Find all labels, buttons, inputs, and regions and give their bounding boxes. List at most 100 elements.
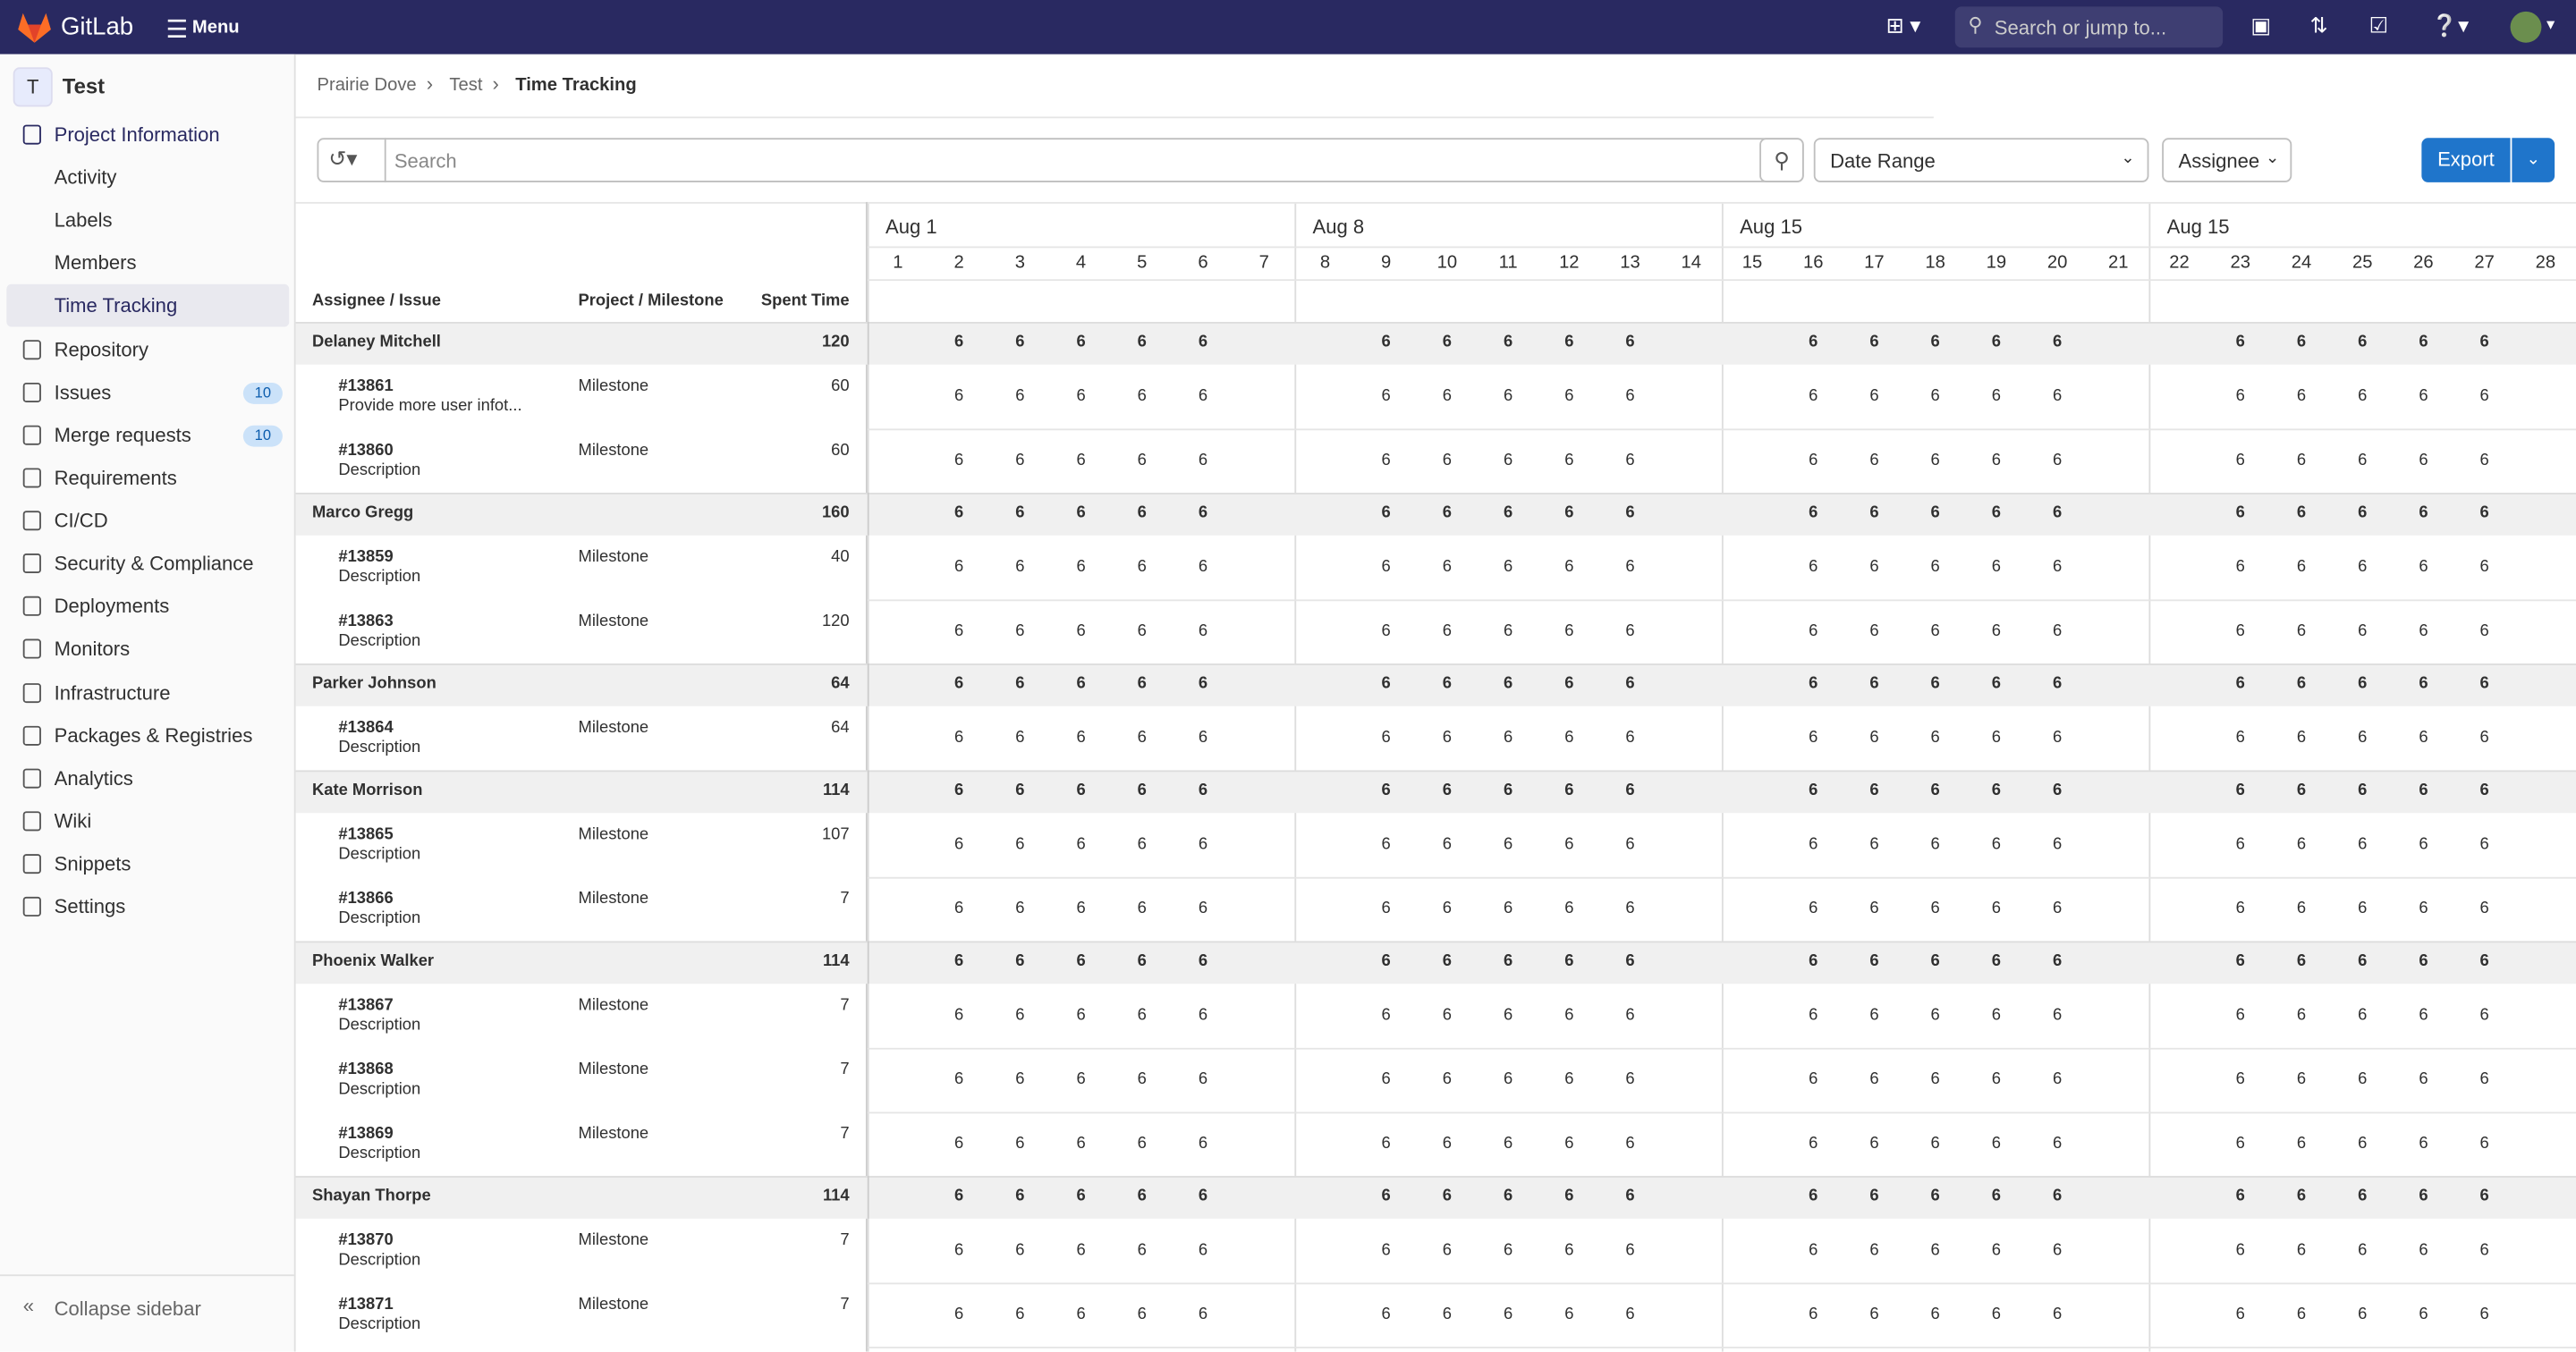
day-value: 6 [1442,1069,1452,1088]
day-row-border [867,279,2576,282]
day-value: 6 [2235,557,2245,576]
export-caret[interactable]: ⌄ [2512,138,2555,182]
day-value: 6 [1503,557,1513,576]
search-box[interactable]: ⚲ Search or jump to... [1954,6,2224,48]
day-value: 6 [2419,557,2428,576]
history-icon[interactable]: ↺▾ [328,146,358,172]
day-value: 6 [1869,1134,1879,1153]
issue-id[interactable]: #13865 [338,825,394,845]
day-value: 6 [1198,1134,1208,1153]
nav-item[interactable]: CI/CD [54,509,108,533]
breadcrumb-item[interactable]: Test [449,75,483,96]
day-value: 6 [1076,621,1086,640]
issue-id[interactable]: #13859 [338,548,394,567]
day-value: 6 [1076,333,1086,352]
project-name[interactable]: Test [62,73,106,99]
nav-item[interactable]: Infrastructure [54,681,171,705]
issue-title: Description [338,632,421,651]
day-value: 6 [1930,621,1940,640]
issues-icon[interactable]: ▣ [2250,13,2271,38]
assignee-dropdown[interactable]: Assignee ⌄ [2162,138,2292,182]
nav-item[interactable]: Analytics [54,766,133,790]
issue-id[interactable]: #13863 [338,613,394,631]
issue-id[interactable]: #13868 [338,1060,394,1079]
day-value: 6 [1137,782,1147,800]
collapse-icon[interactable]: « [22,1294,34,1318]
day-value: 6 [1015,451,1025,469]
nav-item[interactable]: Merge requests [54,423,191,447]
day-value: 6 [2235,782,2245,800]
nav-subitem[interactable]: Time Tracking [54,293,178,317]
issue-id[interactable]: #13861 [338,377,394,396]
menu-button[interactable]: Menu [191,18,240,38]
search-button[interactable]: ⚲ [1759,138,1804,182]
day-value: 6 [2052,451,2063,469]
search-field[interactable] [317,138,1804,182]
day-value: 6 [2419,1305,2428,1323]
avatar[interactable] [2510,11,2542,43]
nav-subitem[interactable]: Activity [54,165,117,190]
day-value: 6 [2479,952,2489,971]
mr-icon[interactable]: ⇅ [2309,13,2328,38]
nav-item[interactable]: Monitors [54,637,131,661]
day-value: 6 [1381,728,1391,747]
day-label: 15 [1741,252,1763,273]
nav-item[interactable]: Security & Compliance [54,552,254,575]
day-value: 6 [1381,834,1391,854]
nav-subitem[interactable]: Members [54,251,137,275]
day-value: 6 [1381,782,1391,800]
day-value: 6 [1198,674,1208,694]
collapse-sidebar[interactable]: Collapse sidebar [54,1297,201,1321]
nav-subitem[interactable]: Labels [54,208,113,232]
menu-icon[interactable]: ☰ [165,16,189,45]
issue-id[interactable]: #13866 [338,890,394,908]
date-range-dropdown[interactable]: Date Range ⌄ [1813,138,2149,182]
issue-title: Description [338,909,421,928]
breadcrumb-divider [295,116,1934,119]
day-value: 6 [1930,557,1940,576]
day-value: 6 [1198,1006,1208,1025]
issue-id[interactable]: #13870 [338,1231,394,1250]
search-input[interactable]: Search [394,149,457,173]
nav-item[interactable]: Deployments [54,594,170,618]
nav-item[interactable]: Snippets [54,852,131,875]
day-value: 6 [2052,557,2063,576]
day-value: 6 [1503,834,1513,854]
day-label: 2 [953,252,964,273]
day-value: 6 [1564,1305,1574,1323]
day-value: 6 [2479,1305,2489,1323]
milestone: Milestone [578,548,649,567]
day-value: 6 [2235,1006,2245,1025]
avatar-caret[interactable]: ▾ [2546,16,2555,35]
day-value: 6 [2358,1134,2368,1153]
row-border [867,1282,2576,1285]
day-value: 6 [2052,899,2063,917]
brand[interactable]: GitLab [60,13,134,41]
nav-item[interactable]: Repository [54,338,148,362]
day-value: 6 [1442,728,1452,747]
day-value: 6 [1442,386,1452,405]
nav-item[interactable]: Issues [54,381,112,404]
issue-id[interactable]: #13867 [338,996,394,1016]
day-value: 6 [954,503,964,523]
new-button[interactable]: ⊞ ▾ [1885,13,1921,38]
breadcrumb-item[interactable]: Prairie Dove [317,75,417,96]
nav-item[interactable]: Packages & Registries [54,724,253,748]
issue-id[interactable]: #13860 [338,442,394,461]
nav-item[interactable]: Wiki [54,809,92,833]
issue-id[interactable]: #13864 [338,719,394,738]
issue-id[interactable]: #13871 [338,1296,394,1314]
export-button[interactable]: Export [2421,138,2511,182]
nav-item[interactable]: Project Information [54,123,220,147]
day-value: 6 [1991,503,2001,523]
issue-id[interactable]: #13869 [338,1125,394,1144]
day-value: 6 [1991,728,2001,747]
help-icon[interactable]: ❔▾ [2431,13,2470,38]
day-value: 6 [2235,333,2245,352]
todo-icon[interactable]: ☑ [2368,13,2388,38]
nav-item[interactable]: Settings [54,895,126,918]
nav-item[interactable]: Requirements [54,466,177,490]
day-value: 6 [1809,674,1818,694]
day-value: 6 [1564,503,1574,523]
